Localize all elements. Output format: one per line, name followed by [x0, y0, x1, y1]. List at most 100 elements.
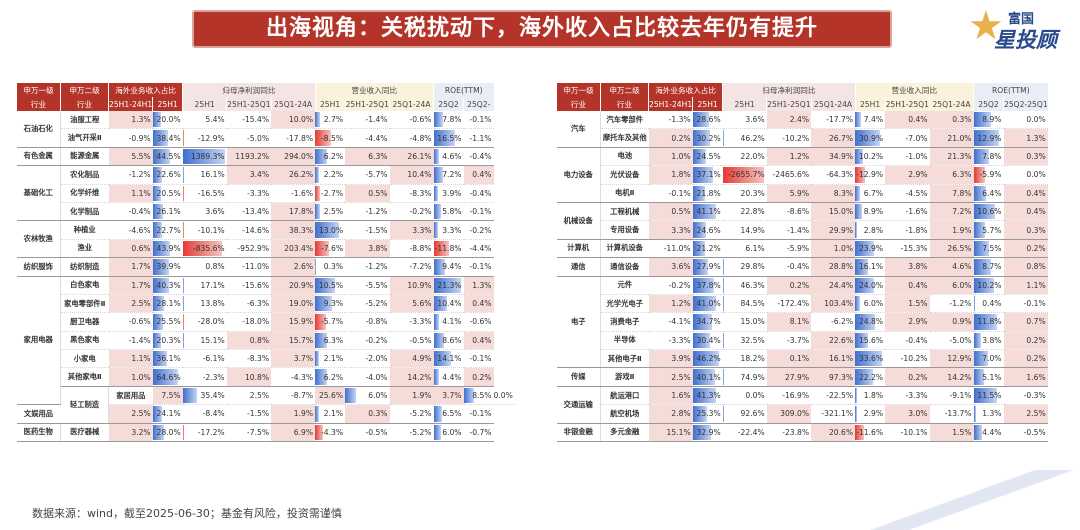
data-cell: 2.9%	[885, 313, 929, 331]
cell-value: 11.8%	[977, 317, 1001, 326]
cell-value: 6.0%	[442, 428, 461, 437]
data-cell: -7.2%	[390, 258, 434, 276]
cell-value: 38.3%	[289, 226, 313, 235]
data-cell: 22.0%	[723, 147, 767, 165]
cell-value: -4.5%	[905, 189, 927, 198]
data-cell: 26.1%	[153, 202, 183, 220]
data-cell: 24.0%	[855, 276, 885, 294]
data-cell: -17.8%	[271, 129, 315, 147]
data-cell: 28.6%	[693, 111, 723, 129]
data-cell: 16.1%	[811, 350, 855, 368]
cell-value: 27.9%	[785, 373, 809, 382]
cell-value: 0.8%	[250, 336, 269, 345]
data-cell: 21.8%	[693, 184, 723, 202]
data-cell: 4.6%	[434, 147, 464, 165]
cell-value: -10.2%	[901, 354, 928, 363]
header-subcol: 25H1	[723, 97, 767, 111]
cell-value: -0.6%	[409, 115, 431, 124]
cell-value: 20.3%	[157, 336, 181, 345]
cell-value: 33.6%	[859, 354, 883, 363]
cell-value: -4.3%	[321, 428, 343, 437]
data-cell: 2.5%	[1004, 405, 1048, 423]
data-cell: 2.2%	[315, 166, 345, 184]
data-cell: -5.5%	[345, 276, 389, 294]
cell-value: -0.4%	[129, 207, 151, 216]
cell-value: 8.1%	[790, 317, 809, 326]
data-cell: 203.4%	[271, 239, 315, 257]
cell-value: 41.0%	[697, 299, 721, 308]
data-cell: 30.2%	[693, 129, 723, 147]
data-cell: -18.0%	[227, 313, 271, 331]
cell-value: -0.6%	[469, 317, 491, 326]
data-cell: 41.3%	[693, 386, 723, 404]
data-cell: -8.5%	[315, 129, 345, 147]
data-cell: 25.6%	[315, 386, 345, 404]
cell-value: -2.0%	[365, 354, 387, 363]
value-bar	[974, 425, 983, 440]
cell-value: 7.2%	[952, 207, 971, 216]
data-cell: 2.8%	[855, 221, 885, 239]
cell-value: 15.1%	[201, 336, 225, 345]
page-title: 出海视角：关税扰动下，海外收入占比较去年仍有提升	[192, 10, 892, 48]
industry-level2: 厨卫电器	[61, 313, 109, 331]
data-cell: -1.2%	[109, 166, 153, 184]
industry-level2: 小家电	[61, 350, 109, 368]
industry-level2: 多元金融	[601, 423, 649, 441]
cell-value: 7.8%	[952, 189, 971, 198]
value-bar	[855, 112, 861, 127]
data-cell: -7.0%	[885, 129, 929, 147]
cell-value: -7.6%	[321, 244, 343, 253]
cell-value: 6.3%	[952, 170, 971, 179]
cell-value: -1.5%	[365, 226, 387, 235]
cell-value: 32.5%	[741, 336, 765, 345]
data-cell: 1.1%	[109, 350, 153, 368]
data-cell: 1.6%	[1004, 368, 1048, 386]
data-cell: 10.2%	[855, 147, 885, 165]
data-cell: -0.5%	[1004, 423, 1048, 441]
data-cell: 40.3%	[153, 276, 183, 294]
cell-value: -14.6%	[242, 226, 269, 235]
data-cell: 18.2%	[723, 350, 767, 368]
table-row: 半导体-3.3%30.4%32.5%-3.7%22.6%15.6%-0.4%-5…	[557, 331, 1048, 349]
data-cell: -0.8%	[345, 313, 389, 331]
data-cell: 1.3%	[1004, 129, 1048, 147]
cell-value: 20.3%	[741, 189, 765, 198]
data-cell: 0.4%	[1004, 184, 1048, 202]
data-cell: 10.9%	[390, 276, 434, 294]
cell-value: 0.9%	[952, 317, 971, 326]
cell-value: 24.8%	[859, 317, 883, 326]
data-cell: 24.5%	[693, 147, 723, 165]
data-cell: -0.5%	[390, 331, 434, 349]
data-cell: -4.0%	[345, 368, 389, 386]
data-cell: 5.1%	[974, 368, 1004, 386]
logo-line2: 星投顾	[994, 24, 1057, 54]
cell-value: 10.6%	[977, 207, 1001, 216]
data-cell: -5.9%	[767, 239, 811, 257]
header-l1: 申万一级	[557, 83, 601, 97]
table-row: 电子元件-0.2%37.8%46.3%0.2%24.4%24.0%0.4%6.0…	[557, 276, 1048, 294]
cell-value: 0.3%	[1026, 226, 1045, 235]
industry-level2: 专用设备	[601, 221, 649, 239]
cell-value: 5.6%	[412, 299, 431, 308]
data-cell: 7.4%	[855, 111, 885, 129]
cell-value: -0.2%	[409, 207, 431, 216]
data-cell: 0.8%	[1004, 258, 1048, 276]
data-cell: -2465.6%	[767, 166, 811, 184]
cell-value: -5.7%	[365, 170, 387, 179]
data-cell: -0.1%	[464, 405, 494, 423]
cell-value: -835.6%	[193, 244, 225, 253]
cell-value: -9.1%	[949, 391, 971, 400]
cell-value: 22.8%	[741, 207, 765, 216]
cell-value: 0.5%	[671, 207, 690, 216]
header-subcol: 25Q1-24A	[930, 97, 974, 111]
data-cell: 0.2%	[767, 276, 811, 294]
data-cell: 7.2%	[434, 166, 464, 184]
value-bar	[434, 314, 439, 329]
cell-value: 7.0%	[982, 354, 1001, 363]
industry-level2: 化学纤维	[61, 184, 109, 202]
data-cell: -11.8%	[434, 239, 464, 257]
data-cell: 1.8%	[855, 386, 885, 404]
